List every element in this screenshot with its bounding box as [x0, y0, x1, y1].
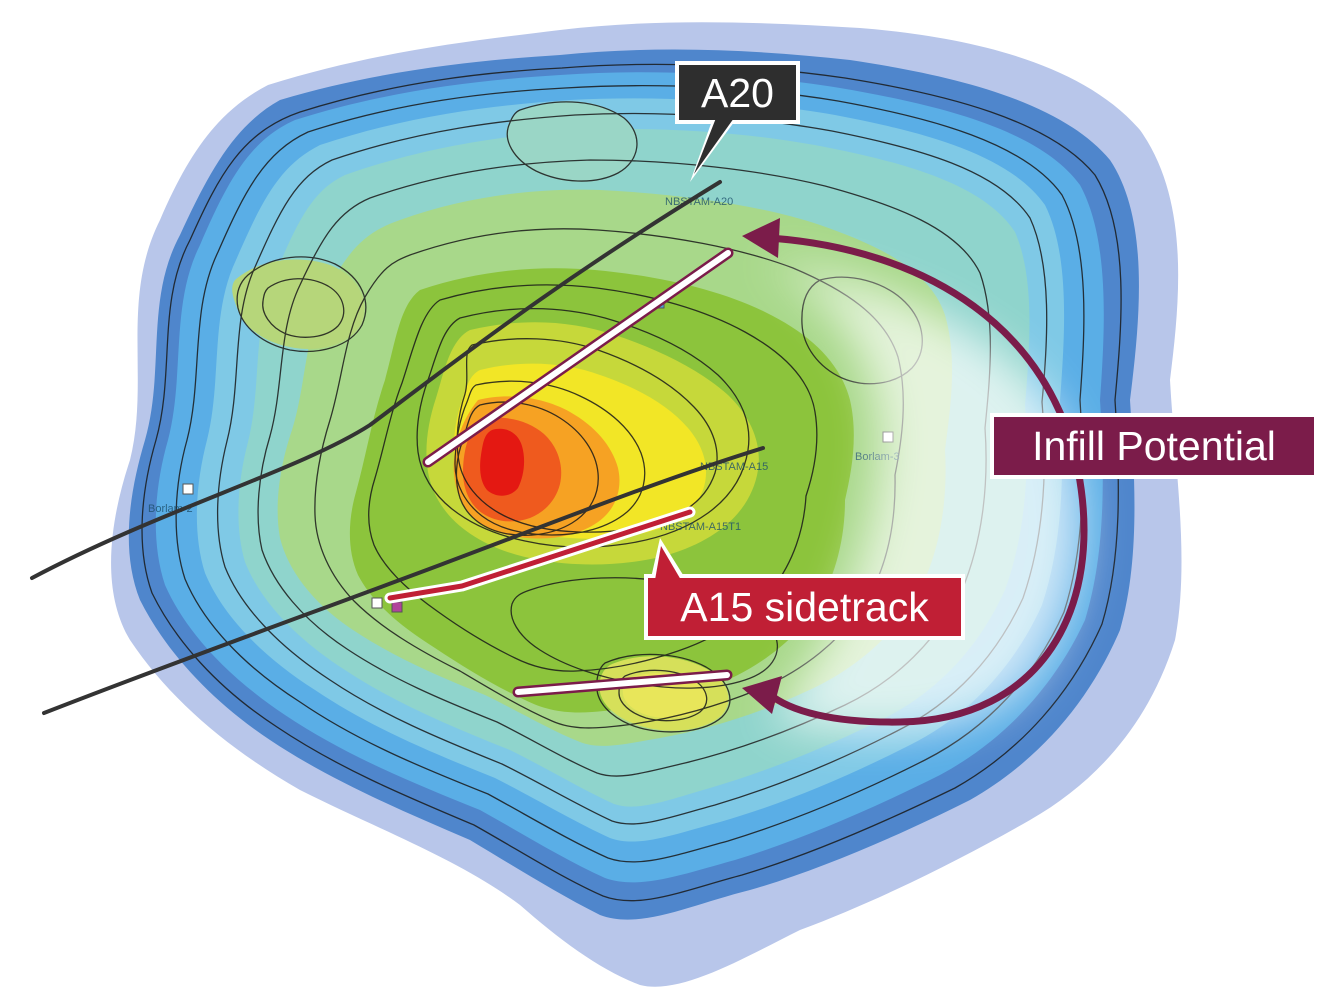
contour-line	[416, 308, 750, 548]
band-red-core	[480, 428, 525, 496]
infill-wells	[422, 247, 734, 698]
infill-well-south	[515, 672, 730, 695]
infill-arrow	[742, 218, 1088, 726]
a15-callout-label: A15 sidetrack	[680, 584, 929, 630]
infill-potential-callout: Infill Potential	[990, 413, 1318, 479]
well-path-a20	[30, 180, 722, 580]
well-label-3: NBSTAM-A15T1	[660, 521, 741, 533]
well-marker	[371, 597, 383, 609]
sidetrack-red	[387, 509, 693, 601]
contour-line	[257, 159, 992, 777]
well-label-2: Borlam-2	[148, 503, 193, 515]
contour-line	[216, 112, 1048, 825]
infill-arrow-curve	[765, 234, 1088, 726]
a20-callout-pointer	[694, 118, 734, 174]
infill-callout-box	[994, 417, 1314, 475]
secondary-high-west	[232, 259, 365, 349]
contour-line	[175, 85, 1085, 863]
a15-callout-pointer	[655, 546, 681, 580]
a15-sidetrack-well	[384, 506, 696, 604]
infill-arrowhead-bottom	[742, 676, 782, 714]
well-path-a15	[42, 446, 765, 715]
well-marker	[182, 483, 194, 495]
contour-line	[141, 63, 1122, 902]
contour-line	[455, 401, 599, 536]
a20-callout: A20	[675, 61, 800, 182]
well-marker	[391, 601, 403, 613]
a15-callout-box	[648, 578, 961, 636]
contour-line	[454, 380, 646, 536]
infill-well-north	[425, 250, 731, 465]
contour-line	[506, 101, 638, 182]
infill-callout-label: Infill Potential	[1032, 423, 1276, 469]
a20-callout-box	[679, 65, 796, 120]
a15-sidetrack-callout: A15 sidetrack	[644, 538, 965, 640]
infill-arrowhead-top	[742, 218, 780, 258]
existing-well-paths	[30, 180, 765, 715]
contour-line	[368, 284, 818, 672]
contour-line	[262, 278, 345, 338]
a20-callout-label: A20	[701, 70, 774, 116]
contour-lines	[141, 63, 1122, 902]
contour-line	[236, 256, 367, 353]
north-lobe	[506, 101, 638, 183]
a20-callout-pointer-outline	[690, 118, 737, 182]
well-label-a20: NBSTAM-A20	[665, 196, 733, 208]
